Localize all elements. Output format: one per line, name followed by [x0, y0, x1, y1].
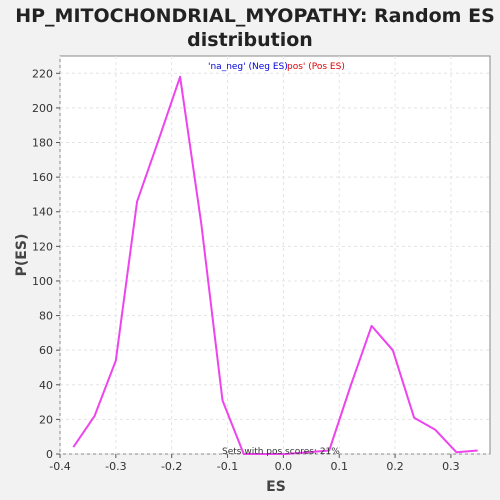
- chart-title-line2: distribution: [187, 29, 313, 51]
- x-tick-label: 0.0: [275, 460, 293, 473]
- x-axis: -0.4 -0.3 -0.2 -0.1 0.0 0.1 0.2 0.3: [49, 454, 460, 473]
- sets-pos-scores-annotation: Sets with pos scores: 21%: [222, 447, 340, 457]
- grid-lines: [59, 56, 490, 455]
- y-tick-label: 140: [32, 206, 53, 219]
- y-axis: 0 20 40 60 80 100 120 140 160 180 200 220: [32, 67, 60, 461]
- x-tick-label: -0.4: [49, 460, 70, 473]
- y-axis-label: P(ES): [14, 234, 30, 277]
- legend-pos-label: pos' (Pos ES): [287, 62, 345, 72]
- y-tick-label: 160: [32, 171, 53, 184]
- y-tick-label: 120: [32, 240, 53, 253]
- x-tick-label: -0.2: [161, 460, 182, 473]
- y-tick-label: 20: [39, 413, 53, 426]
- x-axis-label: ES: [266, 479, 286, 495]
- series-layer: [72, 75, 478, 455]
- y-tick-label: 80: [39, 310, 53, 323]
- x-tick-label: 0.1: [330, 460, 348, 473]
- y-tick-label: 220: [32, 67, 53, 80]
- y-tick-label: 40: [39, 379, 53, 392]
- series-line-random-es: [72, 75, 478, 455]
- plot-area: [59, 55, 491, 455]
- x-tick-label: 0.3: [442, 460, 460, 473]
- legend-neg-label: 'na_neg' (Neg ES): [208, 62, 288, 72]
- x-tick-label: -0.1: [217, 460, 238, 473]
- x-tick-label: 0.2: [386, 460, 404, 473]
- chart-title-line1: HP_MITOCHONDRIAL_MYOPATHY: Random ES: [15, 5, 495, 27]
- y-tick-label: 180: [32, 137, 53, 150]
- y-tick-label: 0: [46, 448, 53, 461]
- y-tick-label: 100: [32, 275, 53, 288]
- x-tick-label: -0.3: [105, 460, 126, 473]
- y-tick-label: 60: [39, 344, 53, 357]
- y-tick-label: 200: [32, 102, 53, 115]
